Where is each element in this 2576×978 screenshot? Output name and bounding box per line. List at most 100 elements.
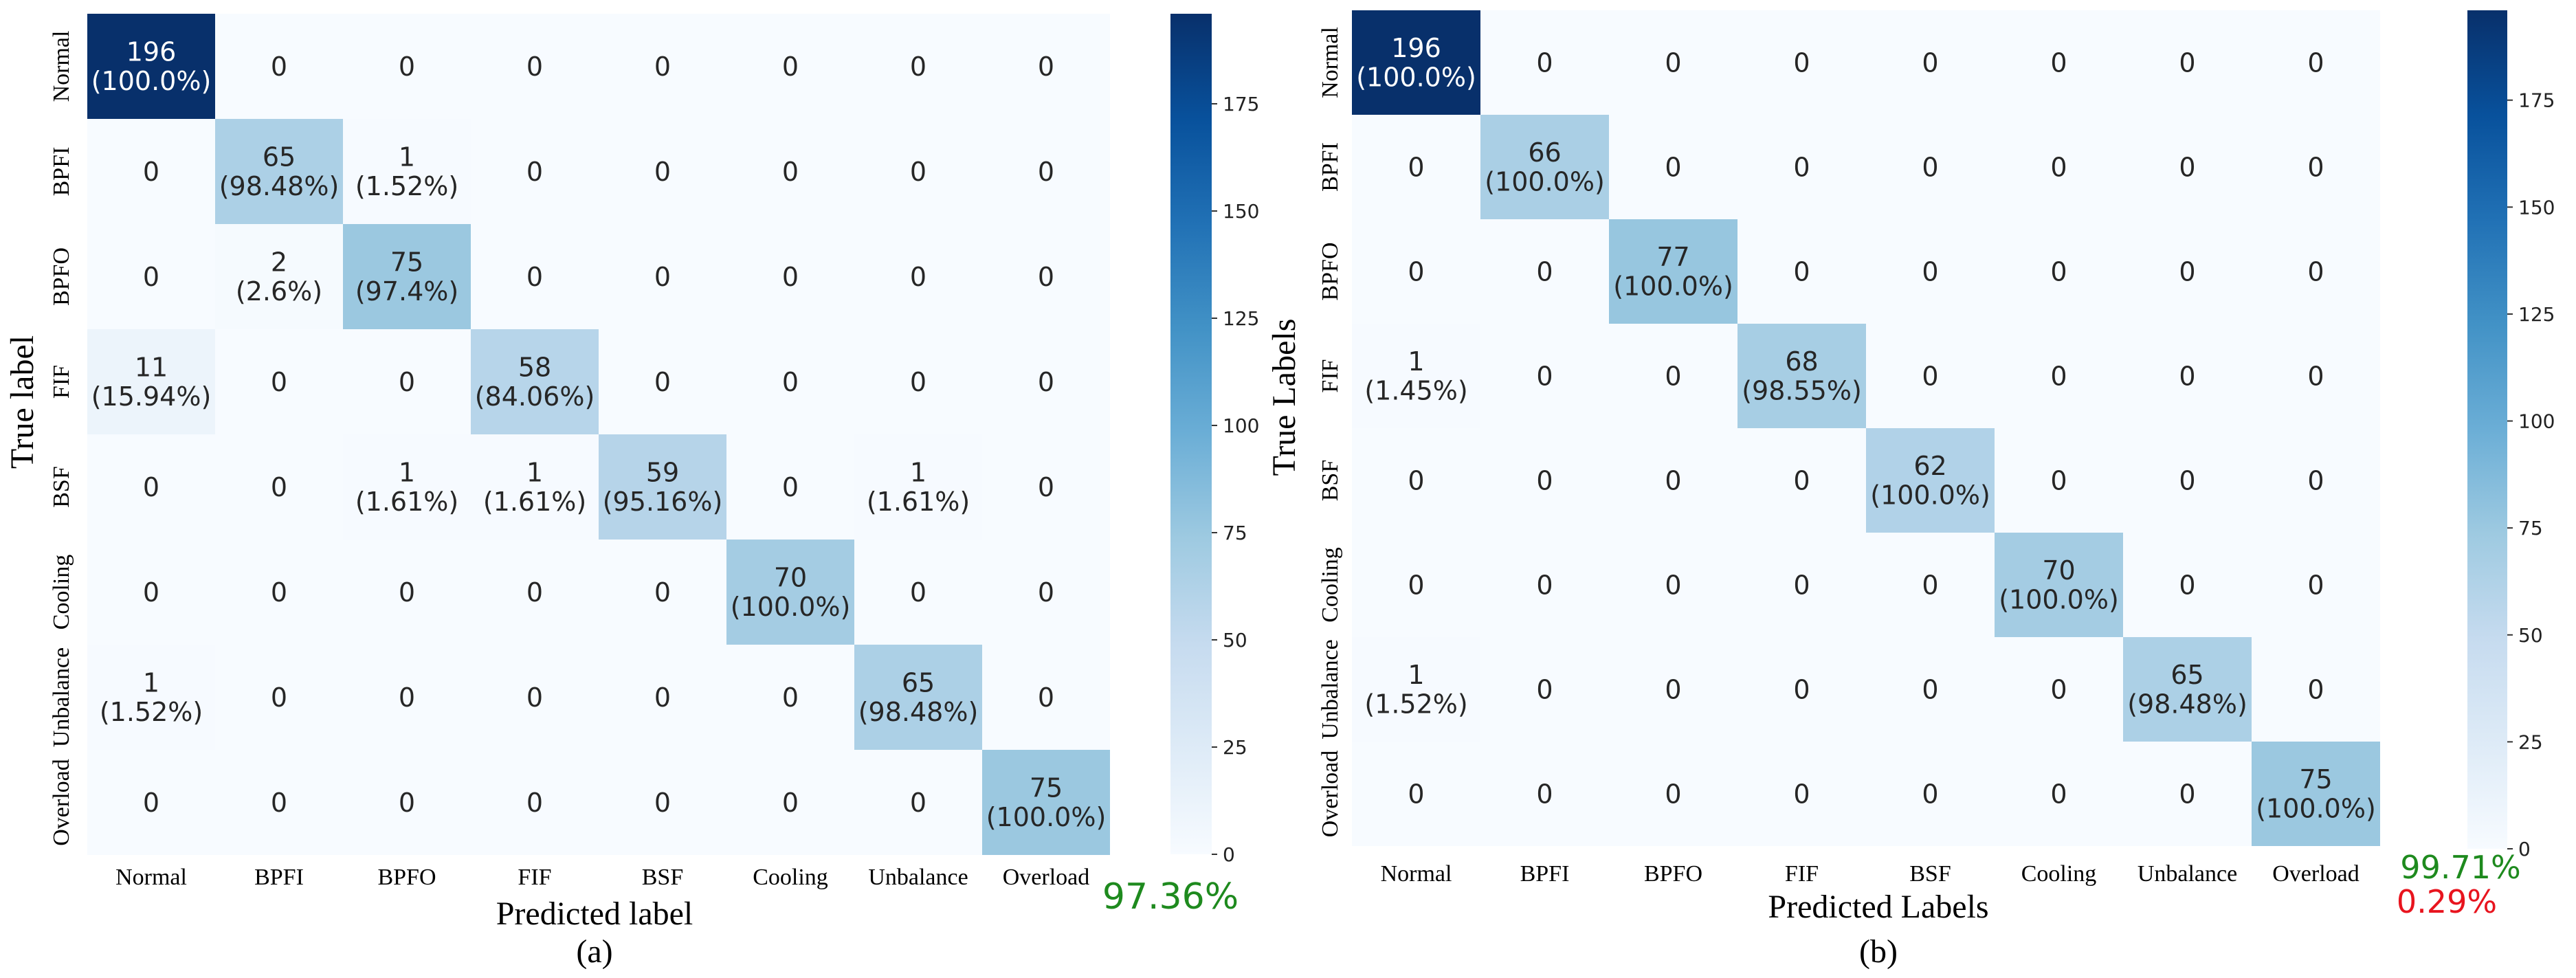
heatmap-cell [1352,742,1480,846]
cell-value-label: 68 (98.55%) [1742,346,1862,406]
heatmap-cell [2123,219,2252,324]
cell-value-label: 0 [1038,577,1054,608]
confusion-matrix-b: 196 (100.0%) 0 0 0 0 0 0 0 0 66 (100.0%) 0 0 0 0 0 0 0 0 77(… [1266,10,2555,970]
cell-value-label: 0 [2307,361,2324,391]
cell-value-label: 0 [654,367,671,397]
heatmap-cell [343,119,471,224]
cell-value-label: 1 (1.52%) [355,142,458,202]
heatmap-cell [982,329,1110,434]
heatmap-cells-a: 196 (100.0%) 0 0 0 0 0 0 00 65 (98.48%)1 (1.52%) 0 0 0… [87,14,1110,855]
heatmap-cell [1609,219,1737,324]
cell-value-label: 1 (1.52%) [100,668,203,728]
cell-value-label: 0 [1408,465,1424,496]
heatmap-cell [599,540,726,645]
colorbar-a: 0 25 50 75 100 125 150 175 [1170,14,1259,866]
heatmap-cell [343,645,471,750]
cell-value-label: 0 [1793,256,1810,287]
heatmap-cell [599,750,726,855]
cell-value-label: 0 [399,367,415,397]
heatmap-cell [215,540,343,645]
heatmap-cell [2252,428,2380,533]
cell-value-label: 0 [654,262,671,292]
heatmap-cell [1737,324,1866,428]
heatmap-cell [215,329,343,434]
heatmap-cell [726,434,854,540]
cell-value-label: 2 (2.6%) [236,247,322,307]
heatmap-cell [215,750,343,855]
heatmap-cell [1737,10,1866,115]
cell-value-label: 0 [1922,152,1938,182]
cell-value-label: 0 [1793,570,1810,600]
heatmap-cell [1352,10,1480,115]
cell-value-label: 0 [910,262,926,292]
y-axis-title-b: True Labels [1266,319,1302,476]
heatmap-cell [87,434,215,540]
cell-value-label: 0 [1793,674,1810,704]
heatmap-cell [215,14,343,119]
x-axis-title-a: Predicted label [496,896,693,932]
cell-value-label: 0 [1038,262,1054,292]
heatmap-cell [2252,10,2380,115]
heatmap-cell [343,14,471,119]
heatmap-cell [1609,10,1737,115]
heatmap-cell [1995,10,2123,115]
cell-value-label: 0 [782,157,799,187]
heatmap-cell [87,750,215,855]
cell-value-label: 0 [1408,779,1424,809]
colorbar-tick-label: 50 [1223,629,1247,652]
cell-value-label: 0 [1536,256,1553,287]
heatmap-cell [1609,324,1737,428]
heatmap-cell [87,14,215,119]
cell-value-label: 0 [2179,465,2195,496]
cell-value-label: 0 [143,788,159,818]
cell-value-label: 0 [271,52,287,82]
heatmap-cell [343,434,471,540]
heatmap-cell [982,540,1110,645]
cell-value-label: 0 [1408,152,1424,182]
heatmap-cell [471,750,599,855]
cell-value-label: 1 (1.61%) [867,458,970,518]
cell-value-label: 0 [1408,570,1424,600]
cell-value-label: 0 [1793,152,1810,182]
heatmap-cell [982,119,1110,224]
cell-value-label: 58 (84.06%) [475,353,595,412]
colorbar-tick-label: 100 [1223,414,1259,437]
heatmap-cell [2123,533,2252,637]
x-tick-label: BPFO [1644,861,1702,887]
cell-value-label: 62 (100.0%) [1870,451,1990,511]
heatmap-cell [982,645,1110,750]
heatmap-cell [87,540,215,645]
heatmap-cell [343,224,471,329]
cell-value-label: 66 (100.0%) [1485,137,1605,197]
heatmap-cell [2123,324,2252,428]
heatmap-cell [726,119,854,224]
heatmap-cell [471,645,599,750]
colorbar-tick-label: 25 [1223,736,1247,759]
heatmap-cell [1866,428,1995,533]
x-tick-label: Cooling [753,865,828,890]
cell-value-label: 0 [2179,779,2195,809]
cell-value-label: 0 [2050,47,2067,78]
accuracy-label-b: 99.71% [2400,849,2520,886]
accuracy-label-a: 97.36% [1102,876,1239,918]
cell-value-label: 0 [1038,367,1054,397]
colorbar-gradient-a [1170,14,1212,854]
heatmap-cell [1480,742,1609,846]
cell-value-label: 0 [2179,47,2195,78]
cell-value-label: 65 (98.48%) [219,142,340,202]
heatmap-cell [471,119,599,224]
colorbar-tick-label: 150 [1223,200,1259,223]
x-tick-label: Unbalance [2138,861,2237,887]
x-tick-label: Overload [2272,861,2360,887]
cell-value-label: 0 [2307,152,2324,182]
heatmap-cell [2252,115,2380,219]
cell-value-label: 70 (100.0%) [1999,555,2119,615]
heatmap-cell [215,434,343,540]
heatmap-cell [982,434,1110,540]
heatmap-cell [726,329,854,434]
heatmap-cell [87,119,215,224]
cell-value-label: 0 [1038,472,1054,502]
cell-value-label: 0 [782,788,799,818]
heatmap-cell [854,750,982,855]
cell-value-label: 70 (100.0%) [731,563,851,623]
